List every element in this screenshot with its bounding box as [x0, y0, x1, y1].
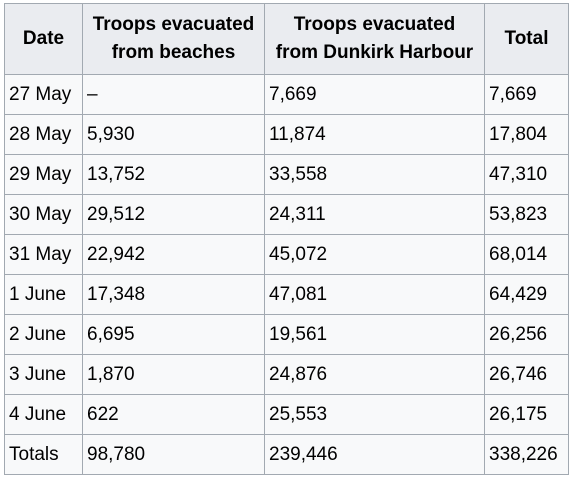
- total-cell: 7,669: [484, 74, 569, 115]
- header-harbour-line-2: from Dunkirk Harbour: [275, 42, 474, 63]
- table-header: Date Troops evacuated from beaches Troop…: [4, 3, 569, 75]
- table-row: 2 June 6,695 19,561 26,256: [4, 314, 569, 355]
- date-cell: 1 June: [4, 274, 83, 315]
- date-cell: 3 June: [4, 354, 83, 395]
- table-body: 27 May –7,669 7,669 28 May 5,930 11,874 17,804…: [4, 74, 569, 475]
- beaches-cell: 29,512: [82, 194, 265, 235]
- beaches-cell: 98,780: [82, 434, 265, 475]
- header-harbour-line-1: Troops evacuated: [293, 14, 456, 35]
- evacuation-table: Date Troops evacuated from beaches Troop…: [4, 3, 569, 475]
- total-cell: 26,175: [484, 394, 569, 435]
- harbour-cell: 47,081: [264, 274, 485, 315]
- beaches-cell: 5,930: [82, 114, 265, 155]
- table-row: 28 May 5,930 11,874 17,804: [4, 114, 569, 155]
- harbour-cell: 33,558: [264, 154, 485, 195]
- date-cell: 2 June: [4, 314, 83, 355]
- table-row: 4 June 622 25,553 26,175: [4, 394, 569, 435]
- beaches-cell: 622: [82, 394, 265, 435]
- date-cell: 27 May: [4, 74, 83, 115]
- total-cell: 64,429: [484, 274, 569, 315]
- beaches-cell: 17,348: [82, 274, 265, 315]
- header-beaches-line-1: Troops evacuated: [92, 14, 255, 35]
- harbour-cell: 45,072: [264, 234, 485, 275]
- header-beaches: Troops evacuated from beaches: [82, 3, 265, 75]
- header-row: Date Troops evacuated from beaches Troop…: [4, 3, 569, 75]
- header-harbour: Troops evacuated from Dunkirk Harbour: [264, 3, 485, 75]
- harbour-cell: 25,553: [264, 394, 485, 435]
- date-cell: 30 May: [4, 194, 83, 235]
- date-cell: Totals: [4, 434, 83, 475]
- total-cell: 47,310: [484, 154, 569, 195]
- header-date-line-1: Date: [22, 28, 65, 49]
- table-row: 29 May 13,752 33,558 47,310: [4, 154, 569, 195]
- table-row: 1 June 17,348 47,081 64,429: [4, 274, 569, 315]
- harbour-cell: 239,446: [264, 434, 485, 475]
- beaches-cell: 13,752: [82, 154, 265, 195]
- beaches-cell: –: [82, 74, 265, 115]
- table-row: 3 June 1,870 24,876 26,746: [4, 354, 569, 395]
- total-cell: 68,014: [484, 234, 569, 275]
- table-row: 31 May 22,942 45,072 68,014: [4, 234, 569, 275]
- total-cell: 26,256: [484, 314, 569, 355]
- total-cell: 53,823: [484, 194, 569, 235]
- date-cell: 31 May: [4, 234, 83, 275]
- date-cell: 4 June: [4, 394, 83, 435]
- beaches-cell: 22,942: [82, 234, 265, 275]
- table-row: 27 May –7,669 7,669: [4, 74, 569, 115]
- totals-row: Totals 98,780 239,446 338,226: [4, 434, 569, 475]
- harbour-cell: 11,874: [264, 114, 485, 155]
- date-cell: 28 May: [4, 114, 83, 155]
- total-cell: 338,226: [484, 434, 569, 475]
- total-cell: 17,804: [484, 114, 569, 155]
- harbour-cell: 7,669: [264, 74, 485, 115]
- harbour-cell: 24,311: [264, 194, 485, 235]
- date-cell: 29 May: [4, 154, 83, 195]
- beaches-cell: 6,695: [82, 314, 265, 355]
- harbour-cell: 24,876: [264, 354, 485, 395]
- header-total-line-1: Total: [504, 28, 549, 49]
- table-row: 30 May 29,512 24,311 53,823: [4, 194, 569, 235]
- total-cell: 26,746: [484, 354, 569, 395]
- header-date: Date: [4, 3, 83, 75]
- header-beaches-line-2: from beaches: [111, 42, 236, 63]
- header-total: Total: [484, 3, 569, 75]
- harbour-cell: 19,561: [264, 314, 485, 355]
- beaches-cell: 1,870: [82, 354, 265, 395]
